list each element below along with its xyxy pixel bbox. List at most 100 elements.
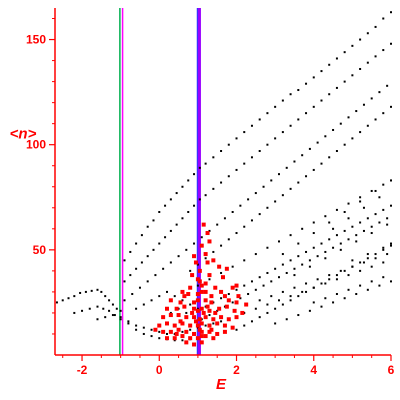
data-point-black — [324, 135, 327, 138]
data-point-black — [339, 122, 342, 125]
data-point-black — [308, 265, 311, 268]
data-point-black — [335, 274, 338, 277]
data-point-black — [140, 234, 143, 237]
data-point-black — [162, 267, 165, 270]
data-point-black — [382, 17, 385, 20]
data-point-black — [297, 242, 300, 245]
data-point-red — [199, 329, 204, 334]
data-point-black — [254, 307, 257, 310]
data-point-black — [266, 271, 269, 274]
data-point-black — [96, 318, 99, 321]
data-point-red — [190, 273, 195, 278]
data-point-black — [366, 217, 369, 220]
data-point-black — [274, 322, 277, 325]
data-point-red — [219, 289, 224, 294]
data-point-black — [111, 303, 114, 306]
data-point-red — [188, 336, 193, 341]
data-point-black — [366, 257, 369, 260]
data-point-black — [102, 307, 105, 310]
data-point-black — [328, 274, 331, 277]
data-point-black — [312, 168, 315, 171]
data-point-black — [270, 280, 273, 283]
data-point-black — [278, 173, 280, 176]
data-point-black — [204, 162, 207, 165]
data-point-black — [142, 303, 145, 306]
data-point-red — [207, 239, 212, 244]
data-point-black — [293, 274, 296, 277]
data-point-black — [362, 229, 365, 232]
data-point-black — [231, 210, 234, 213]
data-point-black — [158, 337, 161, 340]
data-point-red — [186, 292, 191, 297]
data-point-red — [195, 277, 200, 282]
data-point-black — [208, 229, 211, 232]
data-point-black — [281, 194, 284, 197]
data-point-black — [235, 168, 238, 171]
data-point-black — [343, 297, 346, 300]
data-point-black — [123, 299, 126, 302]
data-point-black — [305, 282, 308, 285]
data-point-red — [176, 313, 181, 318]
data-point-black — [328, 93, 331, 96]
data-point-black — [359, 38, 362, 41]
data-point-black — [239, 297, 242, 300]
data-point-black — [173, 339, 176, 342]
data-point-black — [266, 206, 269, 209]
data-point-black — [355, 240, 358, 243]
data-point-black — [169, 229, 172, 232]
data-point-black — [285, 166, 288, 169]
data-point-black — [166, 290, 168, 293]
data-point-red — [180, 289, 185, 294]
data-point-black — [177, 255, 180, 258]
data-point-black — [81, 309, 84, 312]
data-point-black — [223, 217, 226, 220]
data-point-black — [351, 137, 354, 140]
data-point-black — [297, 118, 300, 121]
data-point-black — [127, 322, 130, 325]
data-point-red — [205, 260, 210, 265]
data-point-black — [324, 282, 327, 285]
data-point-red — [221, 275, 225, 280]
data-point-black — [266, 143, 269, 146]
data-point-black — [181, 330, 184, 333]
data-point-red — [184, 340, 189, 345]
data-point-black — [55, 301, 58, 304]
data-point-black — [196, 326, 199, 329]
data-point-black — [150, 328, 153, 331]
data-point-black — [335, 86, 338, 89]
axes — [54, 8, 391, 356]
y-tick-label: 100 — [26, 138, 46, 152]
data-point-black — [129, 250, 132, 253]
data-point-black — [335, 293, 338, 296]
data-point-black — [374, 213, 377, 216]
data-point-black — [343, 51, 346, 54]
data-point-red — [180, 321, 185, 326]
data-point-black — [339, 269, 342, 272]
data-point-black — [278, 299, 280, 302]
data-point-black — [220, 244, 223, 247]
data-point-black — [73, 295, 76, 298]
data-point-black — [193, 242, 196, 245]
data-point-black — [220, 297, 223, 300]
data-point-black — [79, 291, 82, 294]
data-point-black — [166, 332, 168, 335]
x-tick-label: 0 — [156, 363, 163, 377]
data-point-black — [390, 42, 392, 45]
data-point-red — [199, 334, 204, 339]
data-point-black — [390, 11, 392, 14]
data-point-black — [316, 141, 319, 144]
data-point-black — [258, 316, 261, 319]
data-point-black — [108, 309, 111, 312]
data-point-black — [84, 290, 87, 293]
data-point-red — [199, 289, 204, 294]
data-point-red — [192, 254, 197, 259]
data-point-red — [184, 329, 189, 334]
data-point-black — [378, 221, 381, 224]
data-point-black — [386, 217, 389, 220]
data-point-black — [150, 335, 153, 338]
data-point-black — [193, 204, 196, 207]
data-point-black — [266, 246, 269, 249]
data-point-red — [222, 329, 227, 334]
data-point-black — [374, 55, 377, 58]
data-point-black — [73, 311, 76, 314]
